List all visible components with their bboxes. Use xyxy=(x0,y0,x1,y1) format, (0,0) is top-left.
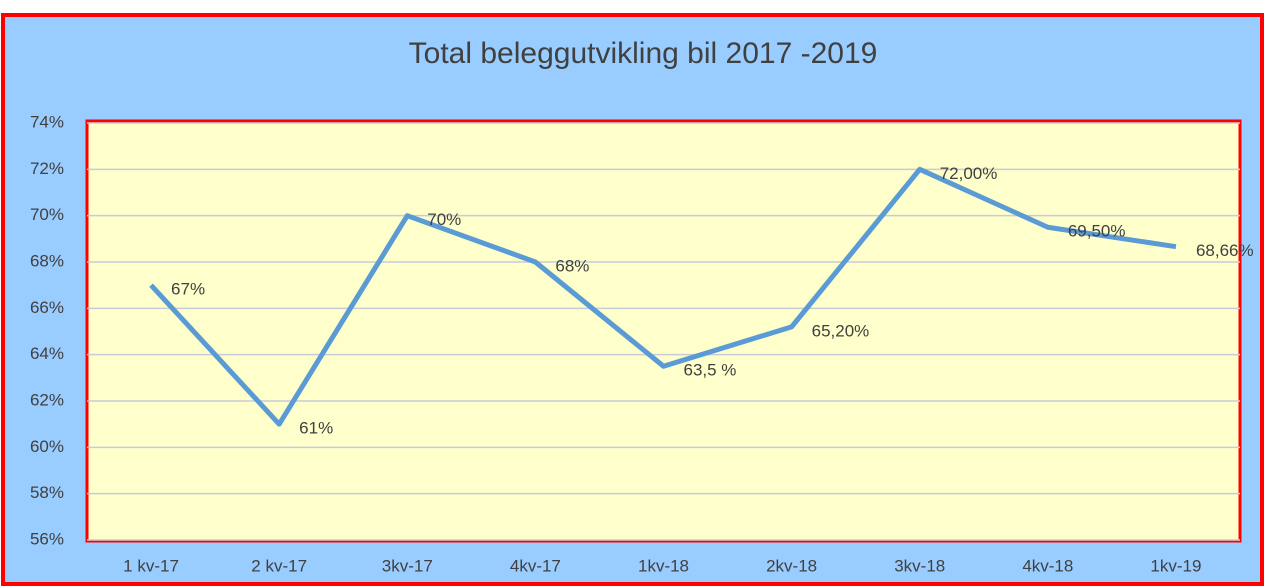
plot-area xyxy=(85,119,1242,543)
x-tick-label: 4kv-18 xyxy=(1022,556,1073,575)
x-tick-label: 2kv-18 xyxy=(766,556,817,575)
y-tick-label: 64% xyxy=(30,344,64,363)
data-label: 69,50% xyxy=(1068,222,1126,241)
y-tick-label: 68% xyxy=(30,251,64,270)
data-label: 70% xyxy=(427,210,461,229)
y-tick-label: 70% xyxy=(30,205,64,224)
y-tick-label: 66% xyxy=(30,298,64,317)
y-tick-label: 74% xyxy=(30,112,64,131)
x-tick-label: 3kv-17 xyxy=(382,556,433,575)
data-label: 68% xyxy=(555,256,589,275)
x-tick-label: 1kv-19 xyxy=(1150,556,1201,575)
y-tick-label: 56% xyxy=(30,529,64,548)
data-label: 63,5 % xyxy=(684,361,737,380)
x-tick-label: 3kv-18 xyxy=(894,556,945,575)
x-tick-label: 1 kv-17 xyxy=(123,556,179,575)
x-tick-label: 2 kv-17 xyxy=(251,556,307,575)
x-tick-label: 4kv-17 xyxy=(510,556,561,575)
data-label: 68,66% xyxy=(1196,241,1254,260)
y-tick-label: 62% xyxy=(30,390,64,409)
data-label: 67% xyxy=(171,280,205,299)
data-line xyxy=(149,166,1177,427)
y-tick-label: 72% xyxy=(30,159,64,178)
data-label: 72,00% xyxy=(940,164,998,183)
data-label: 65,20% xyxy=(812,321,870,340)
chart-title: Total beleggutvikling bil 2017 -2019 xyxy=(409,37,878,70)
y-tick-label: 58% xyxy=(30,483,64,502)
x-tick-label: 1kv-18 xyxy=(638,556,689,575)
data-label: 61% xyxy=(299,419,333,438)
y-tick-label: 60% xyxy=(30,437,64,456)
